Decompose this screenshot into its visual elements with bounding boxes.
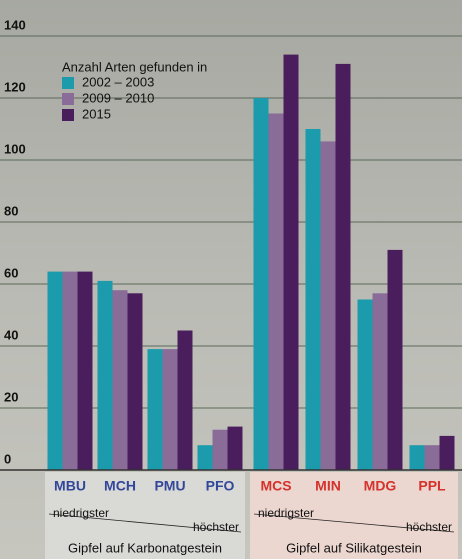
x-tick-label: MIN bbox=[315, 478, 341, 494]
group-label: Gipfel auf Karbonatgestein bbox=[68, 540, 222, 555]
bar bbox=[269, 114, 284, 471]
x-tick-label: MCS bbox=[260, 478, 291, 494]
bar bbox=[425, 445, 440, 470]
bar bbox=[336, 64, 351, 470]
bar bbox=[148, 349, 163, 470]
y-tick-label: 100 bbox=[4, 141, 26, 156]
legend-label: 2002 – 2003 bbox=[82, 74, 154, 89]
y-tick-label: 40 bbox=[4, 327, 18, 342]
bar bbox=[63, 272, 78, 470]
y-tick-label: 0 bbox=[4, 451, 11, 466]
bar bbox=[98, 281, 113, 470]
bar bbox=[113, 290, 128, 470]
legend-swatch bbox=[62, 77, 74, 89]
group-high: höchster bbox=[406, 520, 452, 534]
bar bbox=[254, 98, 269, 470]
y-tick-label: 20 bbox=[4, 389, 18, 404]
x-tick-label: PFO bbox=[206, 478, 235, 494]
bar bbox=[48, 272, 63, 470]
group-low: niedrigster bbox=[258, 506, 314, 520]
group-label: Gipfel auf Silikatgestein bbox=[286, 540, 422, 555]
bar bbox=[306, 129, 321, 470]
legend-title: Anzahl Arten gefunden in bbox=[62, 59, 207, 74]
y-tick-label: 60 bbox=[4, 265, 18, 280]
bar bbox=[358, 300, 373, 471]
legend-label: 2009 – 2010 bbox=[82, 90, 154, 105]
chart: Anzahl Arten gefunden in niedrigster höch… bbox=[0, 0, 462, 559]
bar bbox=[178, 331, 193, 471]
bar bbox=[440, 436, 455, 470]
bar bbox=[78, 272, 93, 470]
bar bbox=[213, 430, 228, 470]
bar bbox=[163, 349, 178, 470]
legend-label: 2015 bbox=[82, 106, 111, 121]
group-low: niedrigster bbox=[53, 506, 109, 520]
y-tick-label: 120 bbox=[4, 79, 26, 94]
x-tick-label: PPL bbox=[418, 478, 446, 494]
bar bbox=[410, 445, 425, 470]
bar bbox=[388, 250, 403, 470]
x-tick-label: PMU bbox=[154, 478, 185, 494]
bar bbox=[228, 427, 243, 470]
x-tick-label: MDG bbox=[364, 478, 397, 494]
y-tick-label: 80 bbox=[4, 203, 18, 218]
bar bbox=[284, 55, 299, 470]
x-tick-label: MCH bbox=[104, 478, 136, 494]
x-tick-label: MBU bbox=[54, 478, 86, 494]
legend-swatch bbox=[62, 109, 74, 121]
bar bbox=[321, 141, 336, 470]
group-high: höchster bbox=[193, 520, 239, 534]
bar bbox=[198, 445, 213, 470]
y-tick-label: 140 bbox=[4, 17, 26, 32]
bar bbox=[373, 293, 388, 470]
bar bbox=[128, 293, 143, 470]
legend-swatch bbox=[62, 93, 74, 105]
